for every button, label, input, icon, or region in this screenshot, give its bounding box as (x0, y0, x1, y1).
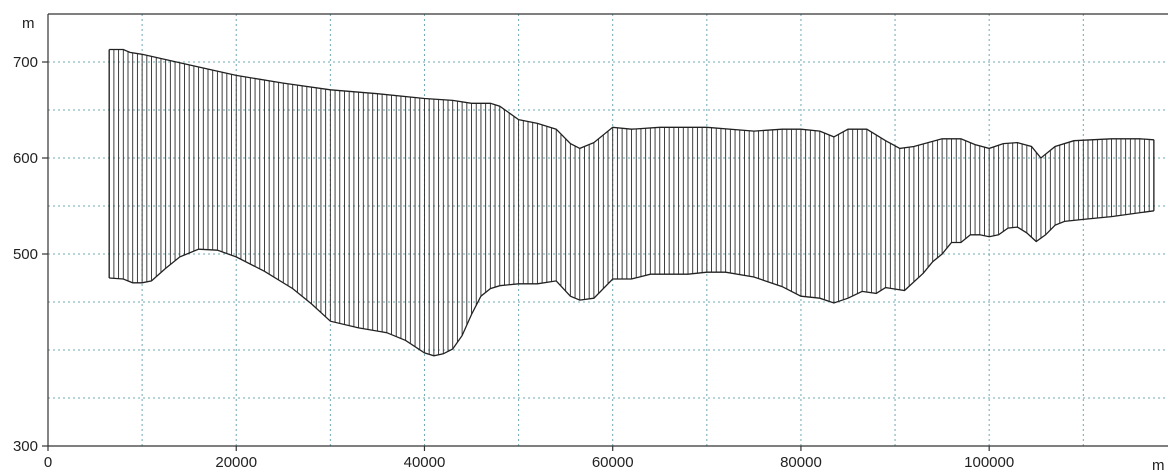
x-tick-label: 0 (44, 454, 52, 471)
y-tick-label: 600 (13, 150, 38, 167)
x-axis-unit-label: m (1152, 457, 1165, 472)
y-tick-label: 300 (13, 438, 38, 455)
x-tick-label: 60000 (592, 454, 634, 471)
upper-profile-line (109, 48, 1154, 159)
x-tick-label: 100000 (964, 454, 1014, 471)
y-axis-unit-label: m (22, 15, 35, 32)
lower-profile-line (109, 210, 1154, 357)
x-tick-label: 40000 (404, 454, 446, 471)
hatched-band (108, 49, 1155, 356)
y-tick-label: 500 (13, 246, 38, 263)
y-tick-label: 700 (13, 54, 38, 71)
x-tick-label: 80000 (780, 454, 822, 471)
tick-labels: 300 500 600 700 0 20000 40000 60000 80000 100000 (13, 54, 1014, 471)
x-tick-label: 20000 (215, 454, 257, 471)
axes (42, 13, 1168, 451)
band-outlines (108, 48, 1155, 357)
